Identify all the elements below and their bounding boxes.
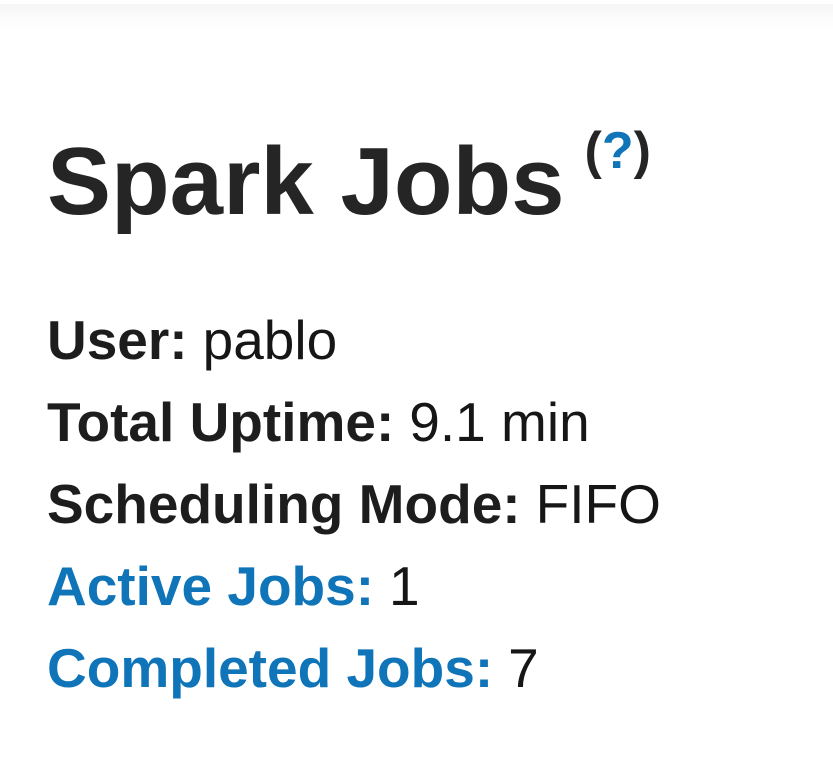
active-jobs-label: Active Jobs: xyxy=(47,555,375,617)
scheduling-mode-label: Scheduling Mode: xyxy=(47,473,521,535)
active-jobs-link[interactable]: Active Jobs: xyxy=(47,555,374,617)
navbar-bottom-edge xyxy=(0,4,833,36)
completed-jobs-link[interactable]: Completed Jobs: xyxy=(47,637,493,699)
completed-jobs-label: Completed Jobs: xyxy=(47,637,494,699)
summary-item-user: User: pablo xyxy=(47,299,833,381)
summary-item-active-jobs: Active Jobs: 1 xyxy=(47,545,833,627)
active-jobs-value: 1 xyxy=(389,555,420,617)
summary-item-completed-jobs: Completed Jobs: 7 xyxy=(47,627,833,709)
total-uptime-value: 9.1 min xyxy=(409,391,590,453)
total-uptime-label: Total Uptime: xyxy=(47,391,395,453)
completed-jobs-value: 7 xyxy=(508,637,539,699)
page-title-text: Spark Jobs xyxy=(47,128,565,235)
scheduling-mode-value: FIFO xyxy=(535,473,661,535)
page-content: Spark Jobs (?) User: pablo Total Uptime: 9.… xyxy=(47,36,833,709)
user-label: User: xyxy=(47,309,188,371)
help-question-link[interactable]: ? xyxy=(601,122,634,180)
summary-item-total-uptime: Total Uptime: 9.1 min xyxy=(47,381,833,463)
help-tooltip: (?) xyxy=(585,122,651,180)
help-paren-close: ) xyxy=(633,122,651,180)
summary-list: User: pablo Total Uptime: 9.1 min Scheduli… xyxy=(47,299,833,709)
summary-item-scheduling-mode: Scheduling Mode: FIFO xyxy=(47,463,833,545)
page-title: Spark Jobs (?) xyxy=(47,100,833,233)
help-paren-open: ( xyxy=(584,122,602,180)
user-value: pablo xyxy=(202,309,338,371)
